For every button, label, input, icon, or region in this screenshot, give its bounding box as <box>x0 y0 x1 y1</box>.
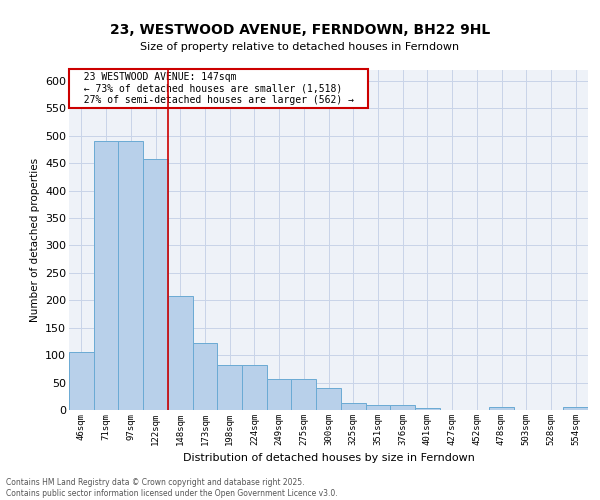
Bar <box>94 142 118 410</box>
Bar <box>168 296 193 410</box>
Text: 23 WESTWOOD AVENUE: 147sqm
  ← 73% of detached houses are smaller (1,518)
  27% : 23 WESTWOOD AVENUE: 147sqm ← 73% of deta… <box>71 72 365 105</box>
Text: 23, WESTWOOD AVENUE, FERNDOWN, BH22 9HL: 23, WESTWOOD AVENUE, FERNDOWN, BH22 9HL <box>110 22 490 36</box>
Bar <box>217 365 242 410</box>
Text: Contains HM Land Registry data © Crown copyright and database right 2025.
Contai: Contains HM Land Registry data © Crown c… <box>6 478 338 498</box>
Text: Size of property relative to detached houses in Ferndown: Size of property relative to detached ho… <box>140 42 460 52</box>
Bar <box>563 408 588 410</box>
Bar <box>143 159 168 410</box>
Bar <box>415 408 440 410</box>
Bar <box>118 142 143 410</box>
Bar <box>193 342 217 410</box>
Bar <box>365 404 390 410</box>
Bar <box>316 388 341 410</box>
Bar <box>69 352 94 410</box>
Bar <box>292 378 316 410</box>
Bar <box>489 408 514 410</box>
Y-axis label: Number of detached properties: Number of detached properties <box>29 158 40 322</box>
X-axis label: Distribution of detached houses by size in Ferndown: Distribution of detached houses by size … <box>182 454 475 464</box>
Bar <box>267 378 292 410</box>
Bar <box>341 403 365 410</box>
Bar <box>390 404 415 410</box>
Bar <box>242 365 267 410</box>
